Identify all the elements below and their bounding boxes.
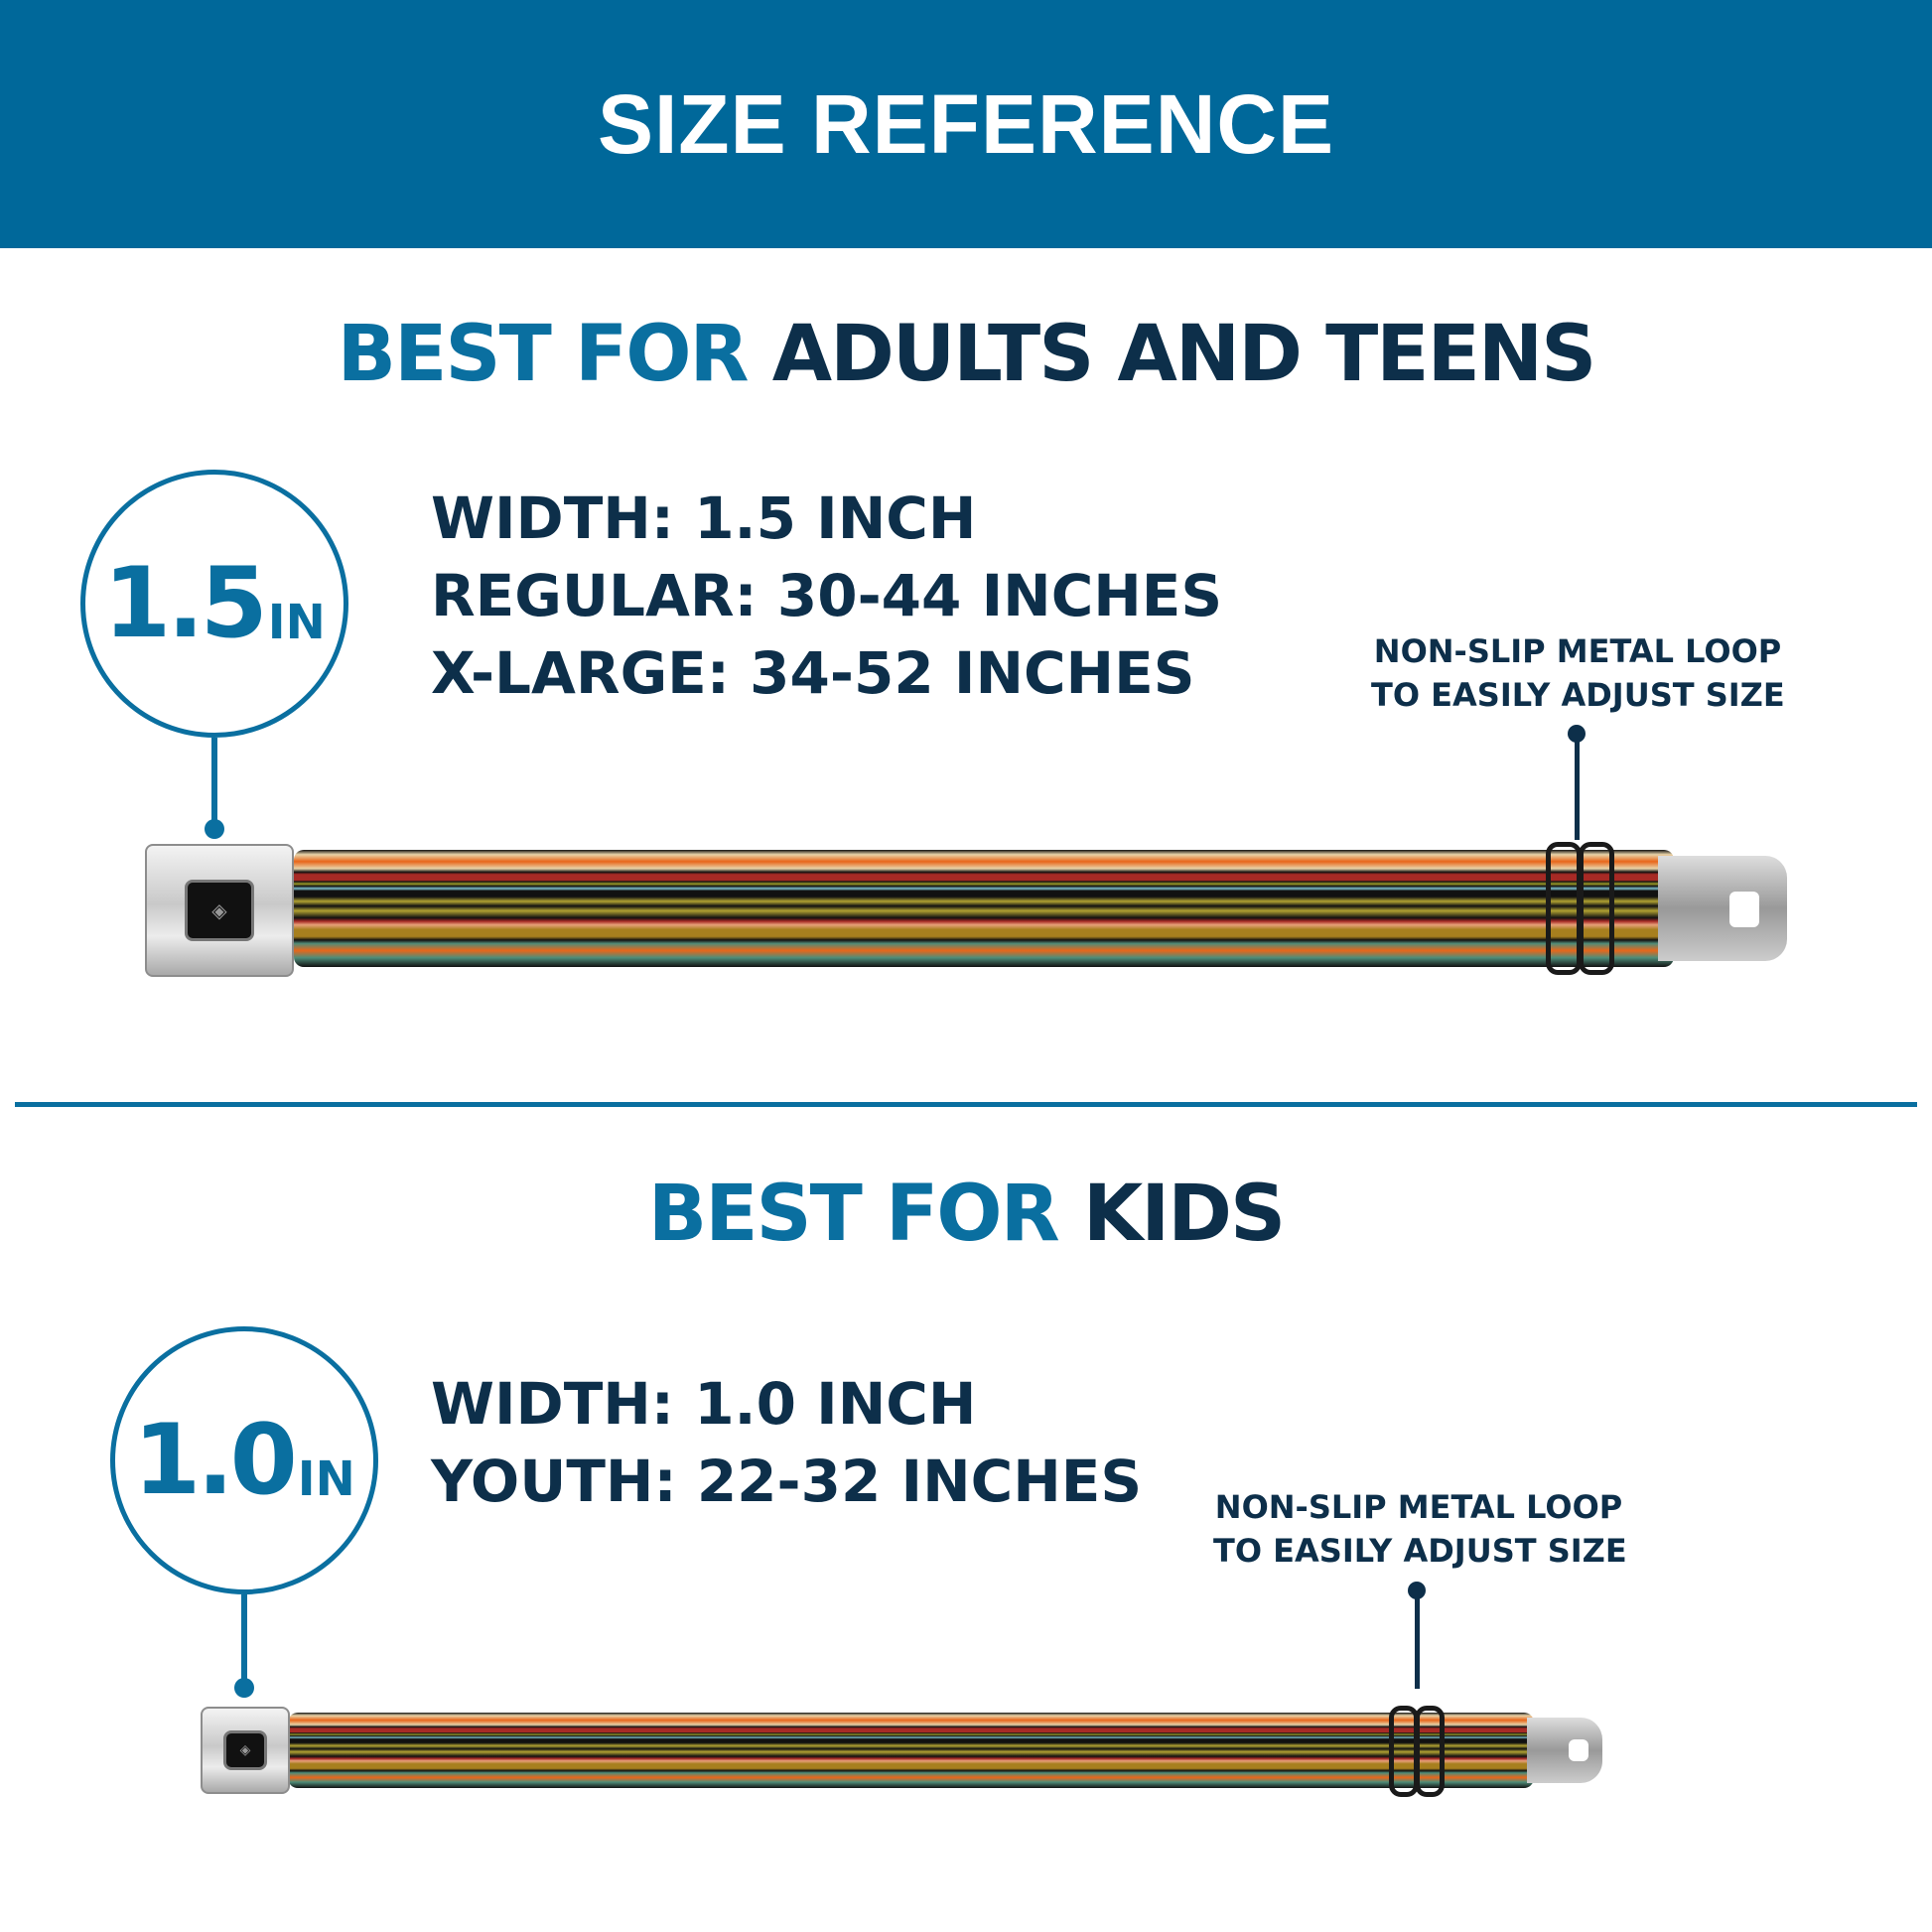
buckle: ◈	[145, 844, 294, 977]
pointer-dot	[234, 1678, 254, 1698]
metal-loop	[1415, 1706, 1445, 1797]
pointer-dot	[205, 819, 224, 839]
buckle: ◈	[201, 1707, 290, 1794]
kids-heading: BEST FOR KIDS	[0, 1170, 1932, 1259]
callout-dot	[1568, 725, 1586, 743]
belt-strap	[294, 850, 1674, 967]
callout-line-pointer	[1415, 1591, 1420, 1689]
adults-heading: BEST FOR ADULTS AND TEENS	[0, 310, 1932, 399]
width-badge-1-5: 1.5 IN	[80, 470, 348, 738]
badge-unit: IN	[297, 1451, 355, 1507]
belt-tip	[1527, 1718, 1602, 1783]
belt-tip-hole	[1729, 892, 1759, 927]
badge-unit: IN	[267, 595, 326, 650]
page-title: SIZE REFERENCE	[597, 77, 1335, 171]
width-badge-1-0: 1.0 IN	[110, 1326, 378, 1594]
callout-line-pointer	[1575, 735, 1580, 840]
section-divider	[15, 1102, 1917, 1107]
badge-value: 1.5	[103, 547, 268, 660]
callout-line: TO EASILY ADJUST SIZE	[1213, 1532, 1627, 1570]
buckle-logo: ◈	[223, 1730, 267, 1770]
callout-line: NON-SLIP METAL LOOP	[1214, 1488, 1623, 1526]
spec-width: WIDTH: 1.0 INCH	[431, 1370, 977, 1438]
loop-callout: NON-SLIP METAL LOOP TO EASILY ADJUST SIZE	[1213, 1485, 1627, 1573]
pointer-line	[211, 738, 217, 827]
belt-strap	[288, 1713, 1534, 1788]
pointer-line	[241, 1594, 247, 1684]
loop-callout: NON-SLIP METAL LOOP TO EASILY ADJUST SIZE	[1371, 629, 1785, 717]
header-banner	[0, 0, 1932, 248]
callout-dot	[1408, 1582, 1426, 1599]
heading-main: ADULTS AND TEENS	[771, 310, 1597, 399]
callout-line: TO EASILY ADJUST SIZE	[1371, 676, 1785, 714]
metal-loop	[1579, 842, 1614, 975]
heading-main: KIDS	[1082, 1170, 1286, 1259]
spec-xlarge: X-LARGE: 34-52 INCHES	[431, 639, 1195, 707]
spec-regular: REGULAR: 30-44 INCHES	[431, 562, 1223, 629]
heading-accent: BEST FOR	[647, 1170, 1060, 1259]
belt-tip-hole	[1569, 1739, 1588, 1761]
heading-accent: BEST FOR	[337, 310, 750, 399]
spec-width: WIDTH: 1.5 INCH	[431, 484, 977, 552]
buckle-logo: ◈	[185, 880, 254, 941]
badge-value: 1.0	[133, 1404, 298, 1517]
callout-line: NON-SLIP METAL LOOP	[1373, 632, 1782, 670]
spec-youth: YOUTH: 22-32 INCHES	[431, 1448, 1143, 1515]
metal-loop	[1546, 842, 1582, 975]
belt-tip	[1658, 856, 1787, 961]
